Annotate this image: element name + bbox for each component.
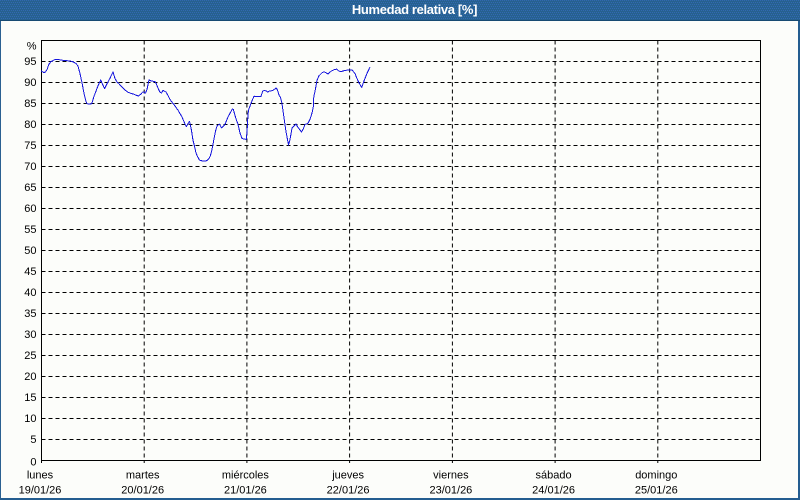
svg-text:21/01/26: 21/01/26 [224, 485, 267, 497]
svg-text:50: 50 [24, 245, 36, 257]
svg-text:40: 40 [24, 287, 36, 299]
svg-text:15: 15 [24, 392, 36, 404]
svg-text:80: 80 [24, 119, 36, 131]
svg-text:jueves: jueves [331, 470, 364, 482]
svg-text:martes: martes [126, 470, 160, 482]
svg-text:85: 85 [24, 98, 36, 110]
svg-text:60: 60 [24, 203, 36, 215]
svg-text:lunes: lunes [27, 470, 54, 482]
svg-text:90: 90 [24, 77, 36, 89]
svg-text:45: 45 [24, 266, 36, 278]
svg-text:95: 95 [24, 56, 36, 68]
svg-text:20: 20 [24, 371, 36, 383]
svg-text:sábado: sábado [536, 470, 572, 482]
svg-text:20/01/26: 20/01/26 [121, 485, 164, 497]
svg-text:75: 75 [24, 140, 36, 152]
svg-text:25: 25 [24, 350, 36, 362]
svg-text:23/01/26: 23/01/26 [429, 485, 472, 497]
svg-text:miércoles: miércoles [222, 470, 270, 482]
svg-text:30: 30 [24, 329, 36, 341]
svg-text:0: 0 [30, 457, 36, 469]
svg-text:55: 55 [24, 224, 36, 236]
svg-text:domingo: domingo [635, 470, 677, 482]
svg-text:%: % [27, 41, 37, 53]
svg-text:19/01/26: 19/01/26 [19, 485, 62, 497]
svg-text:5: 5 [30, 434, 36, 446]
svg-text:viernes: viernes [433, 470, 469, 482]
svg-text:10: 10 [24, 413, 36, 425]
svg-text:70: 70 [24, 161, 36, 173]
svg-text:35: 35 [24, 308, 36, 320]
svg-text:25/01/26: 25/01/26 [635, 485, 678, 497]
svg-text:65: 65 [24, 182, 36, 194]
svg-text:22/01/26: 22/01/26 [327, 485, 370, 497]
svg-text:24/01/26: 24/01/26 [532, 485, 575, 497]
